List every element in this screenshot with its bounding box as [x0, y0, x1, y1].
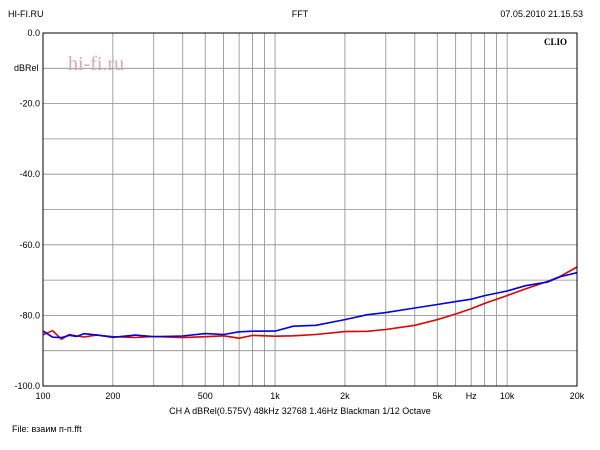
x-tick-label: 20k	[570, 391, 585, 401]
plot-frame	[42, 32, 578, 387]
y-tick-label: -60.0	[19, 240, 40, 250]
clio-brand-label: CLIO	[544, 37, 567, 47]
header-source-label: HI-FI.RU	[8, 9, 44, 19]
y-tick-label: -80.0	[19, 310, 40, 320]
watermark-logo: hi-fi.ru	[68, 53, 124, 75]
series-line-red	[42, 266, 578, 341]
series-line-blue	[42, 271, 578, 339]
y-tick-label: 0.0	[27, 28, 40, 38]
x-tick-label: 100	[35, 391, 50, 401]
measurement-settings: CH A dBRel(0.575V) 48kHz 32768 1.46Hz Bl…	[169, 406, 431, 416]
y-tick-label: -20.0	[19, 99, 40, 109]
header-timestamp: 07.05.2010 21.15.53	[500, 9, 583, 19]
grid-layer	[43, 33, 577, 386]
x-tick-label: 500	[198, 391, 213, 401]
x-tick-label: 2k	[340, 391, 350, 401]
x-tick-label: 1k	[270, 391, 280, 401]
y-tick-label: -40.0	[19, 169, 40, 179]
series-layer	[42, 266, 578, 341]
x-tick-label: 10k	[500, 391, 515, 401]
x-axis-unit-label: Hz	[466, 391, 477, 401]
header-title: FFT	[291, 9, 309, 19]
y-tick-label: -100.0	[14, 381, 40, 391]
x-tick-label: 200	[105, 391, 120, 401]
y-axis-label: dBRel	[14, 63, 39, 73]
file-name: File: взаим п-п.fft	[12, 424, 82, 434]
x-tick-label: 5k	[433, 391, 443, 401]
